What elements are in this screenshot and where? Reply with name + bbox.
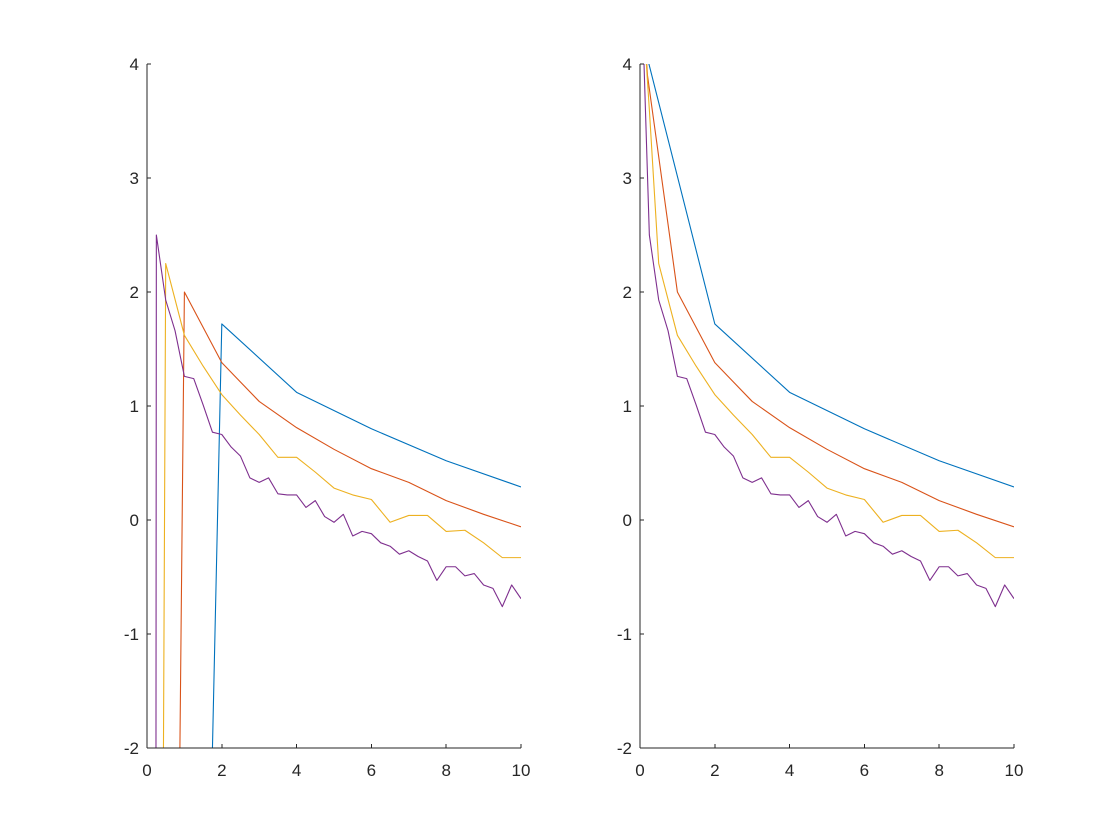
series-line-4 (643, 64, 1014, 608)
y-tick-label: 1 (130, 397, 139, 416)
series-group (643, 64, 1014, 608)
x-tick-label: 0 (635, 761, 644, 780)
y-tick-label: -2 (617, 739, 632, 758)
x-tick-label: 2 (217, 761, 226, 780)
x-tick-label: 10 (512, 761, 531, 780)
y-tick-label: 0 (130, 511, 139, 530)
x-tick-label: 10 (1005, 761, 1024, 780)
series-line-1 (211, 323, 521, 748)
subplot-right: 0 2 4 6 8 10 -2 -1 0 1 2 3 4 (617, 55, 1024, 780)
y-tick-label: -1 (617, 625, 632, 644)
y-tick-label: 4 (130, 55, 139, 74)
series-line-3 (645, 64, 1014, 559)
y-tick-label: 3 (623, 169, 632, 188)
y-tick-label: 0 (623, 511, 632, 530)
y-tick-label: 1 (623, 397, 632, 416)
y-tick-label: -2 (124, 739, 139, 758)
subplot-left: 0 2 4 6 8 10 -2 -1 0 1 2 3 4 (124, 55, 531, 780)
series-line-2 (646, 64, 1014, 528)
x-tick-label: 4 (785, 761, 794, 780)
x-tick-label: 2 (710, 761, 719, 780)
x-tick-label: 6 (860, 761, 869, 780)
y-tick-label: 4 (623, 55, 632, 74)
series-line-1 (648, 64, 1014, 488)
series-line-2 (179, 291, 521, 748)
x-tick-label: 0 (142, 761, 151, 780)
x-tick-label: 8 (441, 761, 450, 780)
series-line-4 (155, 234, 521, 748)
y-tick-label: 2 (130, 283, 139, 302)
y-tick-label: 3 (130, 169, 139, 188)
series-line-3 (162, 262, 521, 748)
series-group (155, 234, 521, 748)
x-tick-label: 6 (367, 761, 376, 780)
x-tick-label: 4 (292, 761, 301, 780)
x-tick-label: 8 (934, 761, 943, 780)
y-tick-label: 2 (623, 283, 632, 302)
y-tick-label: -1 (124, 625, 139, 644)
